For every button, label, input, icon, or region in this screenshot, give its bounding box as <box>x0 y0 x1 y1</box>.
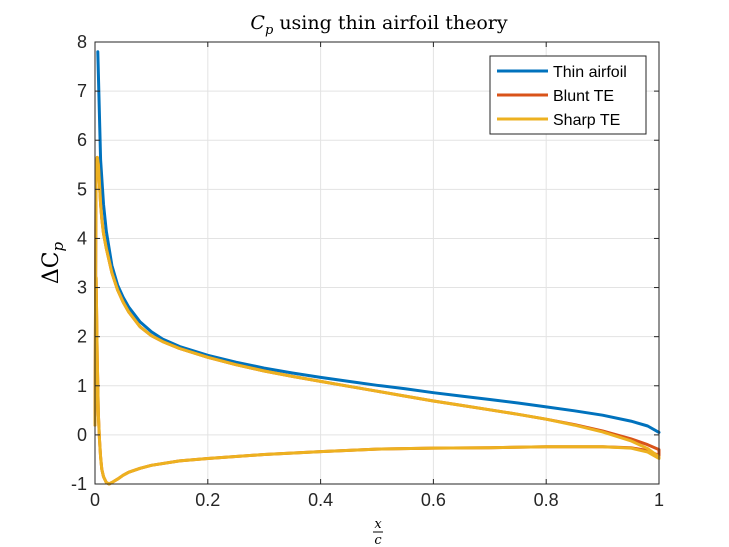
x-tick-label: 0.4 <box>308 490 333 510</box>
series-layer <box>93 50 661 486</box>
y-axis-label: ΔCp <box>39 241 67 284</box>
series-line-thin-airfoil <box>96 50 661 434</box>
legend-label-blunt-te: Blunt TE <box>553 88 614 105</box>
y-tick-label: 2 <box>77 327 87 347</box>
y-axis-label-sub: p <box>49 241 67 251</box>
chart-title-sub: p <box>265 23 274 38</box>
y-tick-label: 4 <box>77 228 87 248</box>
chart-title-rest: using thin airfoil theory <box>273 12 508 34</box>
x-tick-label: 0 <box>90 490 100 510</box>
chart-title: Cp using thin airfoil theory <box>250 12 507 38</box>
series-line-sharp-te <box>93 155 661 486</box>
x-tick-label: 0.2 <box>195 490 220 510</box>
x-axis-label-denominator: c <box>374 533 382 547</box>
y-tick-label: 0 <box>77 425 87 445</box>
legend: Thin airfoil Blunt TE Sharp TE <box>489 55 647 135</box>
y-tick-label: 3 <box>77 278 87 298</box>
axes-box <box>94 41 660 485</box>
x-tick-label: 0.6 <box>421 490 446 510</box>
y-tick-label: 5 <box>77 179 87 199</box>
x-tick-label: 1 <box>654 490 664 510</box>
y-tick-label: 6 <box>77 130 87 150</box>
y-axis-label-main: ΔC <box>39 251 64 284</box>
y-tick-label: -1 <box>71 474 87 494</box>
x-axis-label: x c <box>373 517 383 547</box>
chart-title-main: C <box>250 12 265 34</box>
legend-entries: Thin airfoil Blunt TE Sharp TE <box>497 64 627 129</box>
y-tick-label: 7 <box>77 81 87 101</box>
legend-label-sharp-te: Sharp TE <box>553 112 620 129</box>
x-tick-label: 0.8 <box>534 490 559 510</box>
legend-label-thin-airfoil: Thin airfoil <box>553 64 627 81</box>
y-tick-label: 1 <box>77 376 87 396</box>
x-axis-label-numerator: x <box>374 517 382 532</box>
y-tick-label: 8 <box>77 32 87 52</box>
